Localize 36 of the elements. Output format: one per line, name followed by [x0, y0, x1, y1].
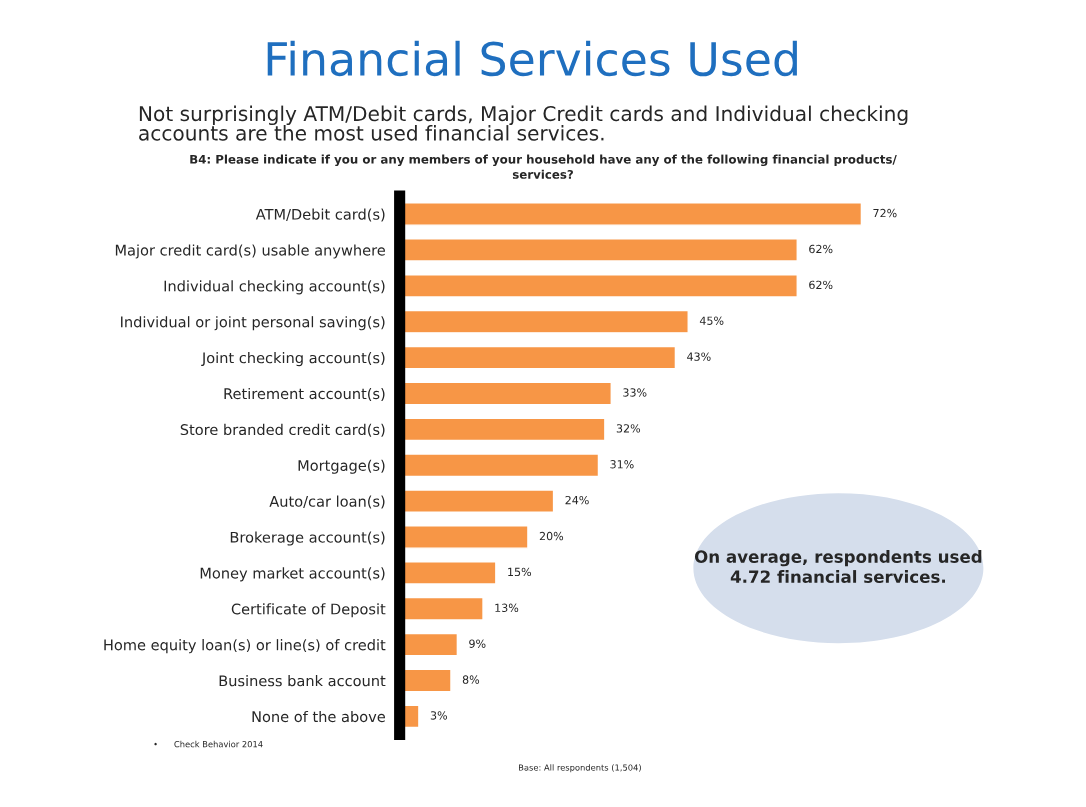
data-label: 20%	[539, 531, 564, 541]
data-label: 31%	[610, 460, 634, 469]
text: Base: All respondents (1,504)	[519, 764, 641, 773]
data-label: 72%	[873, 208, 897, 218]
y-tick-label: Home equity loan(s) or line(s) of credit	[104, 639, 386, 654]
y-tick-label: Joint checking account(s)	[201, 352, 385, 367]
annotation: On average, respondents used 4.72 financial services.	[694, 550, 982, 583]
data-label: 43%	[687, 352, 711, 361]
y-tick-label: Retirement account(s)	[224, 387, 385, 401]
y-tick-label: None of the above	[252, 710, 385, 723]
data-label: 13%	[495, 603, 519, 612]
y-tick-label: Money market account(s)	[200, 567, 385, 582]
text: • Check Behavior 2014	[154, 740, 263, 748]
y-tick-label: Store branded credit card(s)	[180, 423, 385, 437]
y-tick-label: Individual checking account(s)	[164, 280, 385, 295]
y-tick-label: Individual or joint personal saving(s)	[121, 316, 385, 331]
y-tick-label: Mortgage(s)	[298, 459, 385, 474]
data-label: 8%	[462, 675, 480, 684]
data-label: 45%	[699, 316, 724, 325]
y-tick-label: Brokerage account(s)	[230, 531, 385, 546]
y-tick-label: Major credit card(s) usable anywhere	[115, 244, 385, 259]
y-tick-label: Business bank account	[219, 675, 386, 687]
y-tick-label: Certificate of Deposit	[231, 603, 386, 618]
data-label: 62%	[809, 244, 833, 254]
y-tick-label: Auto/car loan(s)	[269, 495, 385, 509]
text: B4: Please indicate if you or any members of your household have any of the following financial products/ services?	[190, 154, 897, 179]
data-label: 33%	[623, 388, 647, 397]
y-tick-label: ATM/Debit card(s)	[255, 208, 385, 222]
data-label: 15%	[508, 567, 532, 577]
data-label: 3%	[430, 711, 448, 720]
chart-title: Financial Services Used	[267, 40, 797, 77]
data-label: 32%	[616, 424, 641, 433]
data-label: 9%	[469, 639, 486, 648]
chart-subtitle: Not surprisingly ATM/Debit cards, Major Credit cards and Individual checking accounts are the most used financial services.	[139, 105, 908, 141]
data-label: 62%	[809, 280, 833, 290]
data-label: 24%	[565, 495, 589, 505]
